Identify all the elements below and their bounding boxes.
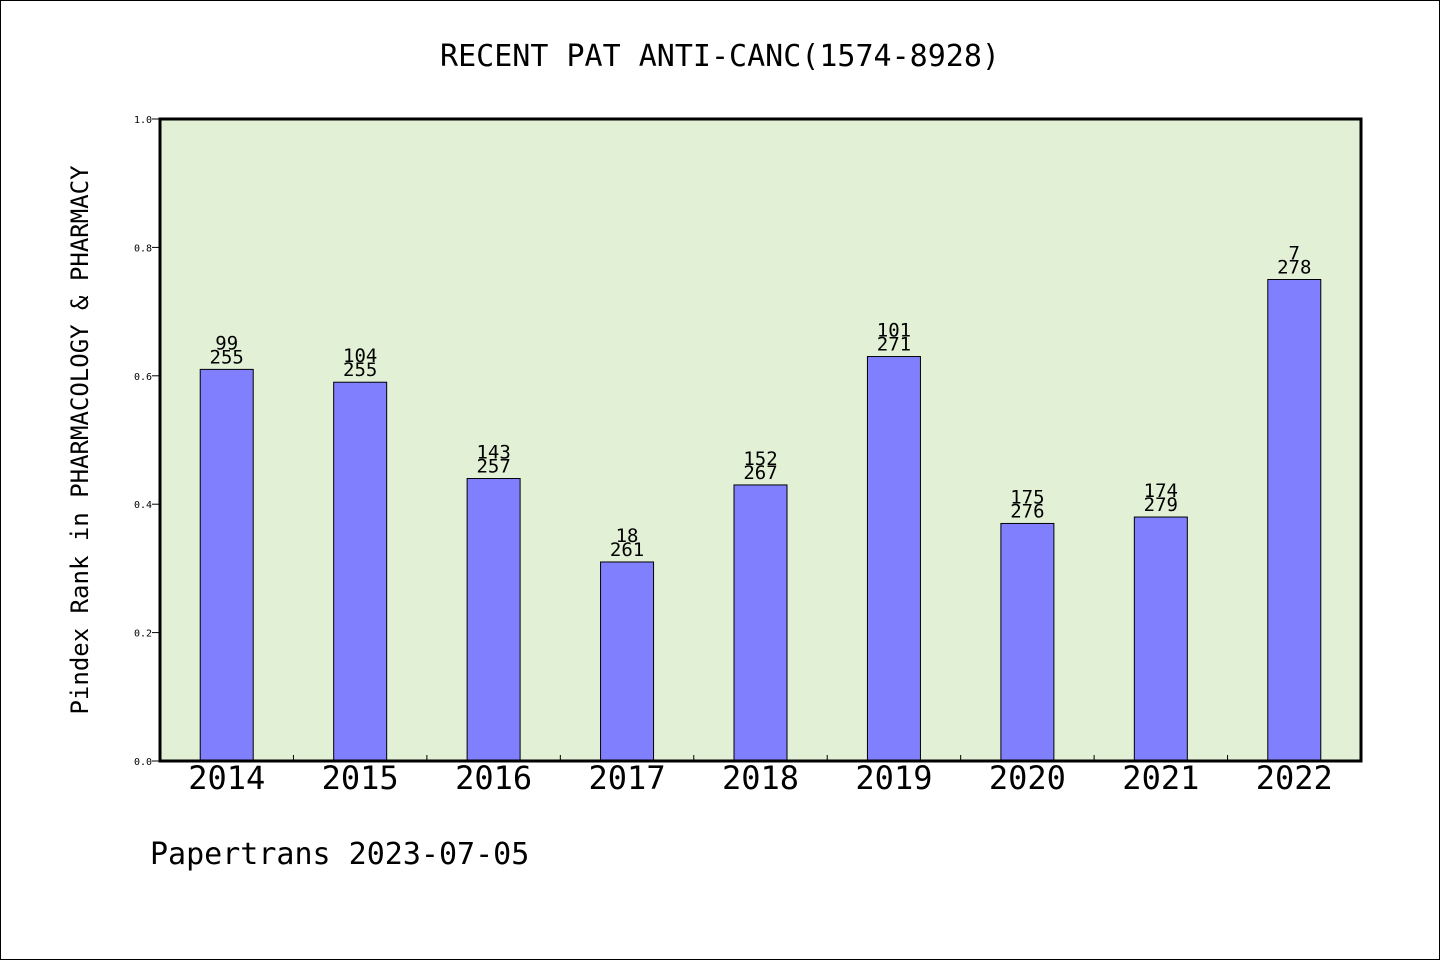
x-axis-ticks: 2014 2015 2016 2017 2018 2019 2020 2021 2022 xyxy=(188,755,1333,797)
x-tick-label: 2021 xyxy=(1122,759,1199,797)
bar-rank-label: 175 xyxy=(1010,486,1044,508)
bar-total-label: 255 xyxy=(210,346,244,368)
bar-2020 xyxy=(1000,522,1055,762)
plot-border xyxy=(158,117,1363,763)
y-tick-label: 1.0 xyxy=(134,115,152,126)
x-tick-label: 2017 xyxy=(589,759,666,797)
bar-2017 xyxy=(600,561,655,762)
chart-title: RECENT PAT ANTI-CANC(1574-8928) xyxy=(440,39,1000,74)
bar-total-label: 257 xyxy=(476,456,510,478)
bar-2016 xyxy=(466,478,521,762)
bar-rank-label: 174 xyxy=(1144,480,1178,502)
bar-total-label: 279 xyxy=(1144,494,1178,516)
bar-2014 xyxy=(199,368,254,762)
bar-total-label: 278 xyxy=(1277,257,1311,279)
y-tick-label: 0.0 xyxy=(134,757,152,768)
bar-total-label: 271 xyxy=(877,334,911,356)
bar-rank-label: 104 xyxy=(343,345,377,367)
y-axis-ticks: 0.0 0.2 0.4 0.6 0.8 1.0 xyxy=(134,115,160,768)
bar-2018 xyxy=(733,484,788,762)
bar-rank-label: 99 xyxy=(215,332,238,354)
x-tick-label: 2019 xyxy=(855,759,932,797)
x-tick-label: 2015 xyxy=(322,759,399,797)
x-tick-label: 2020 xyxy=(989,759,1066,797)
bar-total-label: 255 xyxy=(343,359,377,381)
y-tick-label: 0.6 xyxy=(134,372,152,383)
y-tick-label: 0.4 xyxy=(134,500,152,511)
y-tick-label: 0.8 xyxy=(134,243,152,254)
bar-rank-label: 101 xyxy=(877,320,911,342)
x-tick-label: 2022 xyxy=(1256,759,1333,797)
bar-rank-label: 7 xyxy=(1289,243,1300,265)
y-axis-label: Pindex Rank in PHARMACOLOGY & PHARMACY xyxy=(66,165,94,715)
bar-2019 xyxy=(866,356,921,762)
bar-2021 xyxy=(1133,516,1188,762)
bar-2022 xyxy=(1267,279,1322,762)
x-tick-label: 2018 xyxy=(722,759,799,797)
x-tick-label: 2014 xyxy=(188,759,265,797)
bar-total-label: 276 xyxy=(1010,500,1044,522)
bar-total-label: 267 xyxy=(743,462,777,484)
bar-2015 xyxy=(333,381,388,762)
bar-rank-label: 152 xyxy=(743,448,777,470)
bar-rank-label: 18 xyxy=(616,525,639,547)
bar-rank-label: 143 xyxy=(476,442,510,464)
y-tick-label: 0.2 xyxy=(134,629,152,640)
footer-credit: Papertrans 2023-07-05 xyxy=(150,837,529,872)
x-tick-label: 2016 xyxy=(455,759,532,797)
bar-total-label: 261 xyxy=(610,539,644,561)
bars xyxy=(199,279,1322,762)
